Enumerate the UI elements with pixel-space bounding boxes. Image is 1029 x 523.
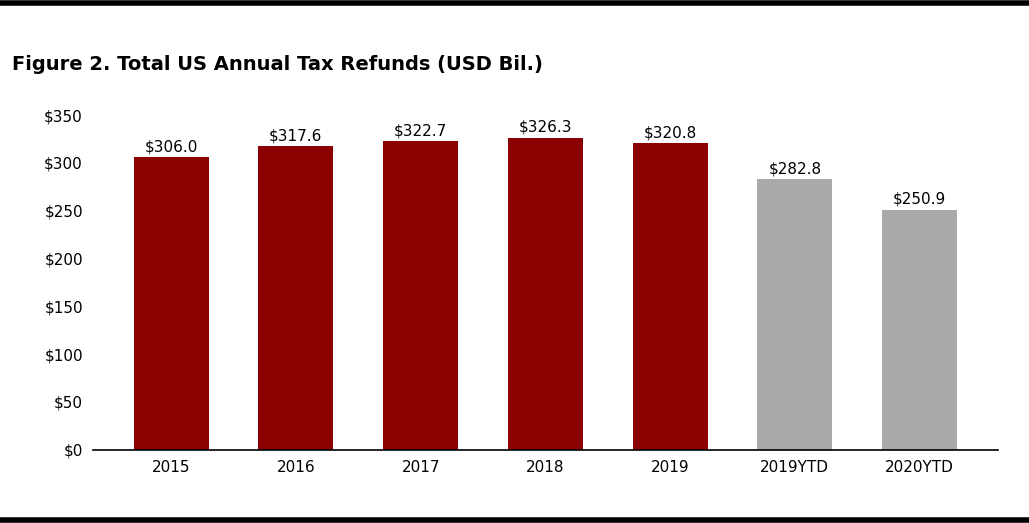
Text: Figure 2. Total US Annual Tax Refunds (USD Bil.): Figure 2. Total US Annual Tax Refunds (U… <box>12 55 543 74</box>
Text: $250.9: $250.9 <box>893 192 947 207</box>
Text: $320.8: $320.8 <box>643 125 697 140</box>
Bar <box>882 210 957 450</box>
Text: $317.6: $317.6 <box>270 128 323 143</box>
Bar <box>383 141 458 450</box>
Bar <box>633 143 708 450</box>
Bar <box>258 146 333 450</box>
Text: $306.0: $306.0 <box>144 139 198 154</box>
Text: $282.8: $282.8 <box>769 162 821 176</box>
Bar <box>134 157 209 450</box>
Text: $322.7: $322.7 <box>394 123 448 138</box>
Bar <box>508 138 582 450</box>
Text: $326.3: $326.3 <box>519 120 572 135</box>
Bar <box>757 179 832 450</box>
